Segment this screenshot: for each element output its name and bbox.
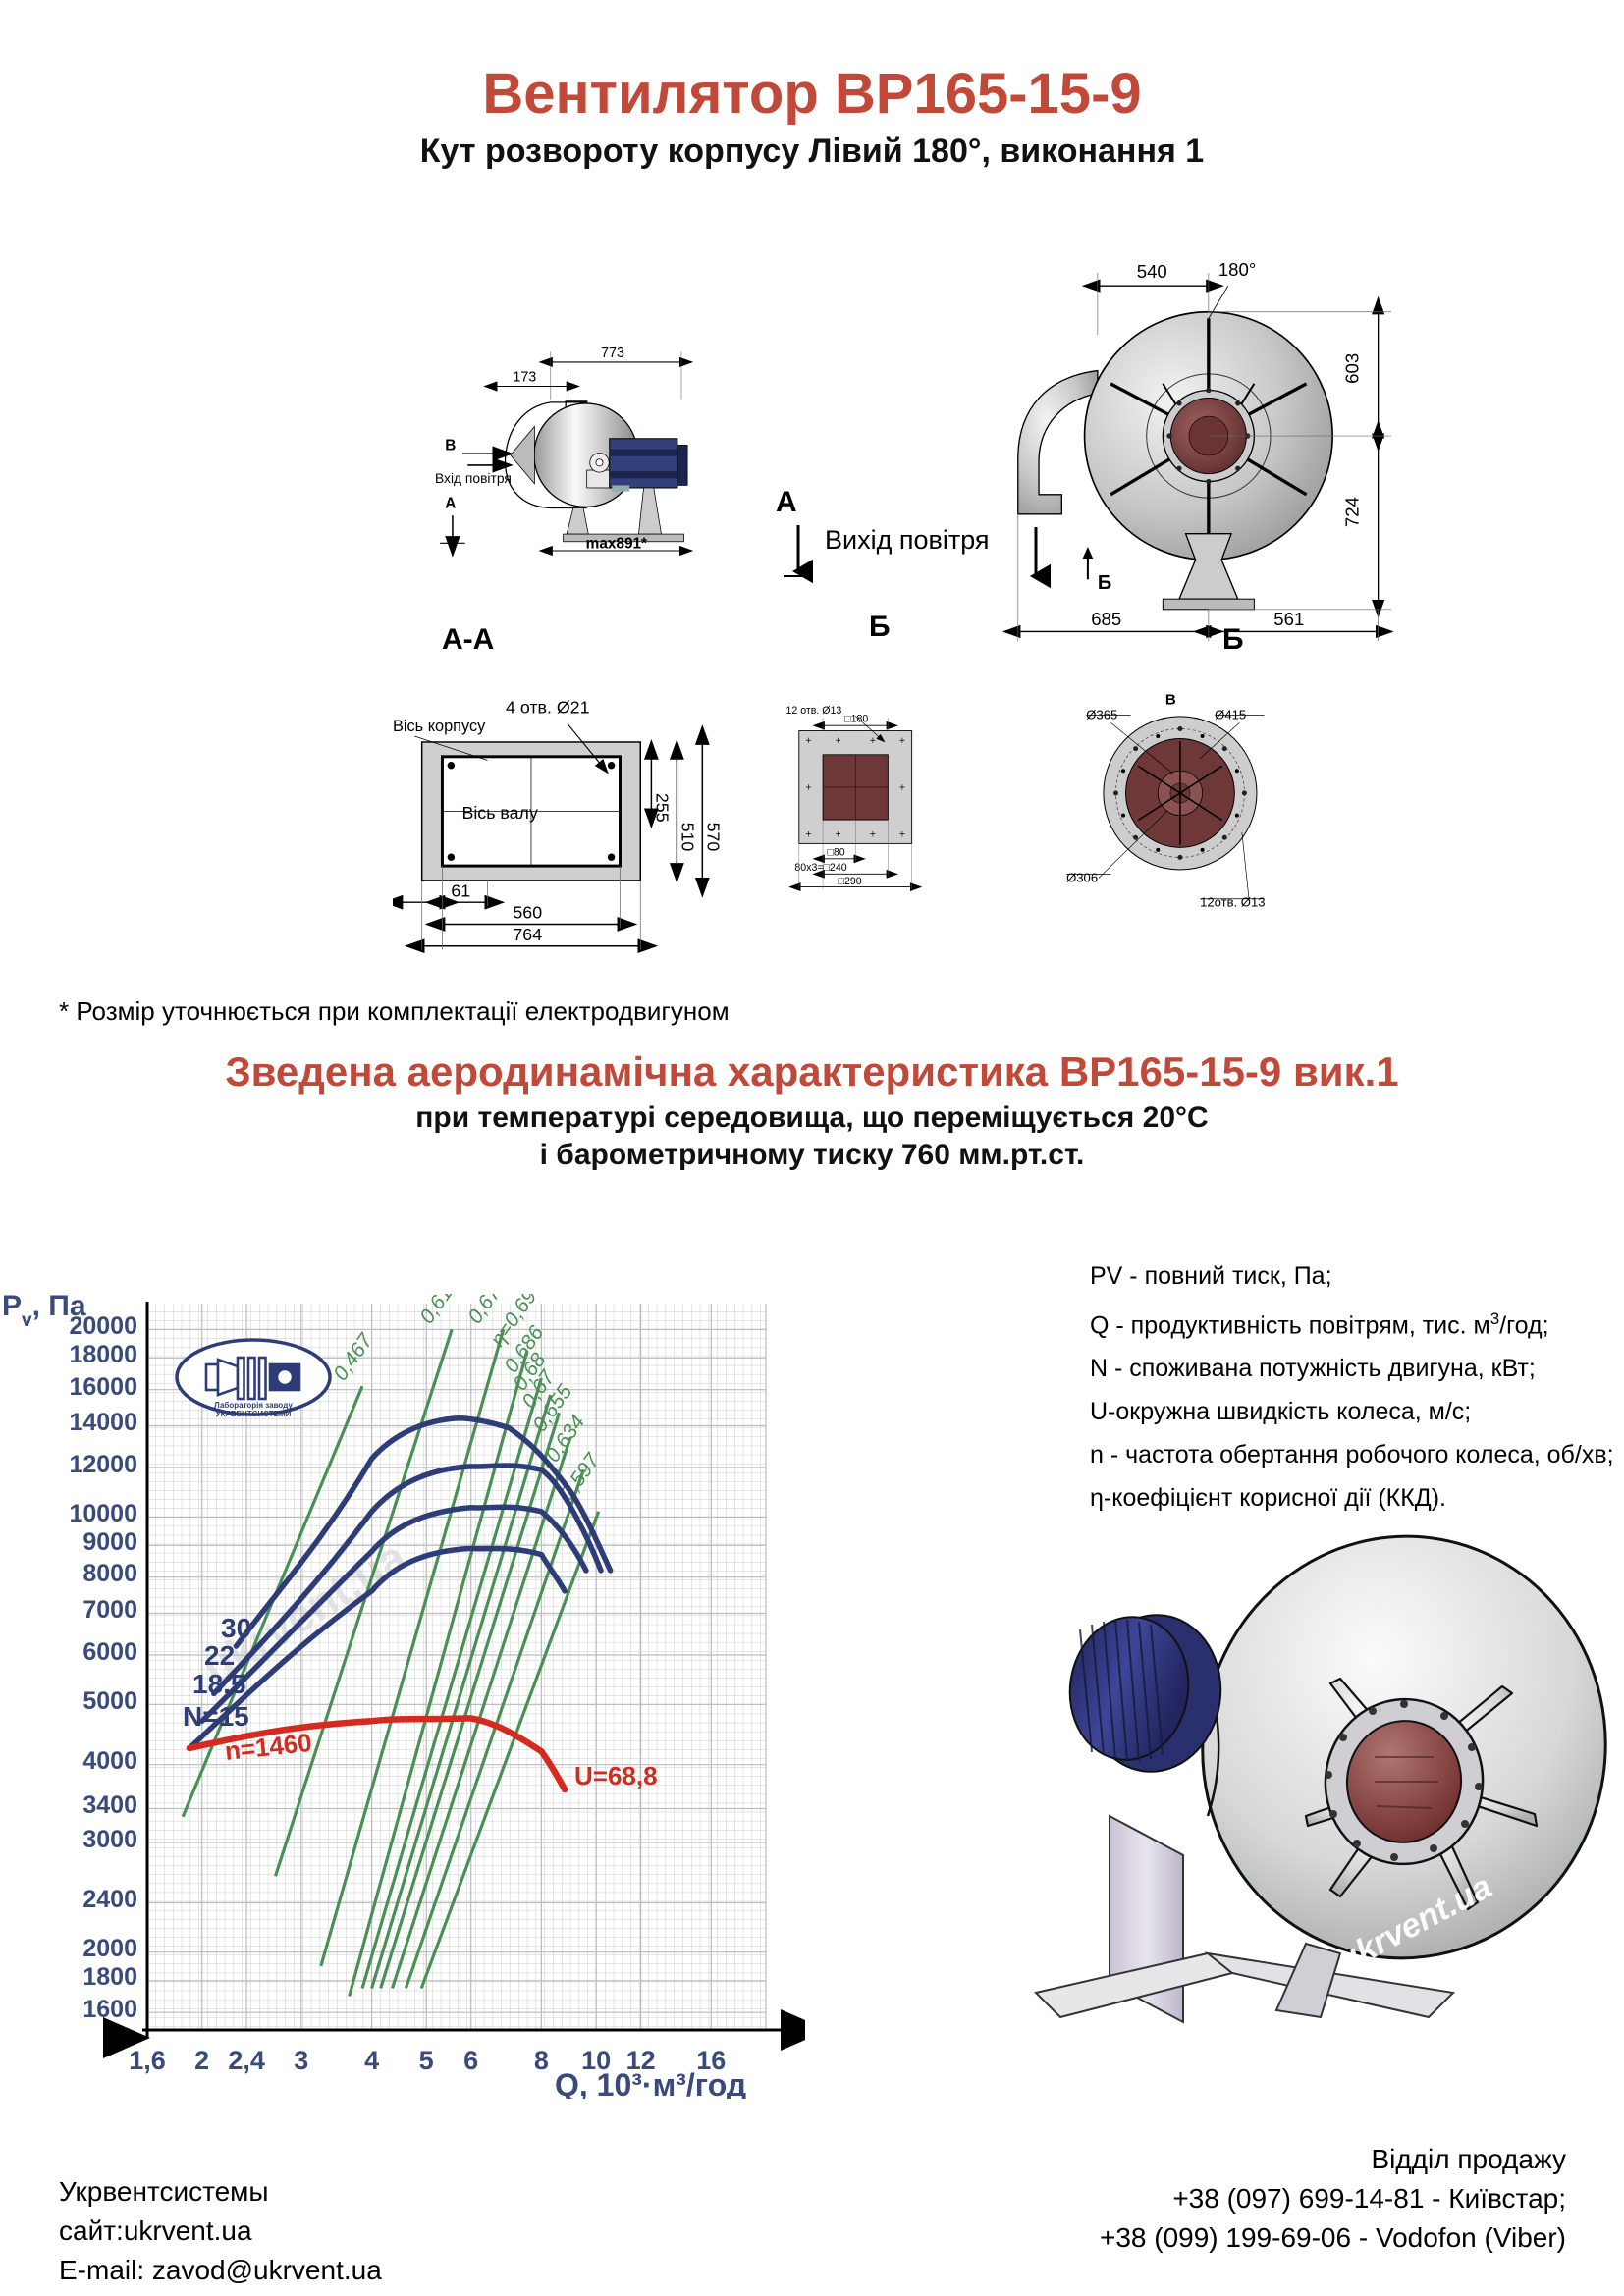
svg-text:10000: 10000 bbox=[69, 1500, 137, 1527]
svg-text:30: 30 bbox=[221, 1613, 251, 1643]
svg-text:□80: □80 bbox=[828, 846, 845, 858]
svg-text:12000: 12000 bbox=[69, 1451, 137, 1478]
svg-text:61: 61 bbox=[451, 881, 470, 900]
svg-text:4 отв. Ø21: 4 отв. Ø21 bbox=[506, 697, 590, 717]
svg-text:7000: 7000 bbox=[82, 1596, 137, 1624]
svg-text:2400: 2400 bbox=[82, 1886, 137, 1913]
svg-text:max891*: max891* bbox=[586, 535, 647, 552]
svg-text:173: 173 bbox=[513, 369, 536, 385]
svg-text:Б: Б bbox=[1098, 572, 1111, 594]
svg-text:12 отв. Ø13: 12 отв. Ø13 bbox=[786, 705, 842, 717]
svg-text:Вісь корпусу: Вісь корпусу bbox=[393, 718, 486, 735]
svg-text:1800: 1800 bbox=[82, 1963, 137, 1991]
svg-text:1600: 1600 bbox=[82, 1996, 137, 2023]
svg-text:Ø306: Ø306 bbox=[1066, 871, 1098, 885]
svg-text:18000: 18000 bbox=[69, 1341, 137, 1368]
svg-text:773: 773 bbox=[601, 346, 624, 361]
svg-text:16000: 16000 bbox=[69, 1373, 137, 1401]
svg-text:A: A bbox=[445, 495, 456, 511]
svg-text:УКРВЕНТСИСТЕМИ: УКРВЕНТСИСТЕМИ bbox=[216, 1410, 292, 1418]
svg-text:Ø365: Ø365 bbox=[1086, 707, 1117, 721]
svg-text:255: 255 bbox=[653, 793, 673, 823]
svg-text:603: 603 bbox=[1342, 353, 1363, 384]
svg-text:1,6: 1,6 bbox=[129, 2046, 166, 2075]
svg-text:180°: 180° bbox=[1218, 259, 1256, 280]
svg-text:510: 510 bbox=[678, 823, 698, 852]
svg-text:Q, 10³·м³/год: Q, 10³·м³/год bbox=[555, 2067, 746, 2099]
svg-text:6000: 6000 bbox=[82, 1638, 137, 1666]
svg-text:80x3=□240: 80x3=□240 bbox=[794, 862, 846, 874]
svg-text:8000: 8000 bbox=[82, 1560, 137, 1587]
svg-text:□290: □290 bbox=[839, 876, 862, 887]
svg-text:764: 764 bbox=[513, 925, 542, 944]
svg-text:Вхід повітря: Вхід повітря bbox=[435, 470, 512, 486]
svg-text:560: 560 bbox=[513, 903, 542, 923]
svg-text:□180: □180 bbox=[844, 714, 868, 725]
svg-text:22: 22 bbox=[204, 1640, 235, 1671]
svg-text:3: 3 bbox=[294, 2046, 308, 2075]
svg-text:N=15: N=15 bbox=[183, 1701, 249, 1732]
svg-text:3000: 3000 bbox=[82, 1826, 137, 1853]
svg-text:570: 570 bbox=[704, 823, 724, 852]
svg-text:4: 4 bbox=[364, 2046, 379, 2075]
svg-text:2000: 2000 bbox=[82, 1935, 137, 1962]
svg-text:724: 724 bbox=[1342, 497, 1363, 527]
svg-text:12отв. Ø13: 12отв. Ø13 bbox=[1200, 895, 1265, 910]
svg-text:3400: 3400 bbox=[82, 1791, 137, 1819]
svg-text:9000: 9000 bbox=[82, 1528, 137, 1556]
svg-text:Лабораторія заводу: Лабораторія заводу bbox=[214, 1401, 293, 1410]
svg-text:685: 685 bbox=[1091, 609, 1121, 629]
svg-text:561: 561 bbox=[1273, 609, 1304, 629]
svg-text:14000: 14000 bbox=[69, 1409, 137, 1436]
svg-text:5000: 5000 bbox=[82, 1687, 137, 1715]
svg-text:4000: 4000 bbox=[82, 1747, 137, 1775]
svg-text:2,4: 2,4 bbox=[228, 2046, 265, 2075]
svg-text:6: 6 bbox=[463, 2046, 478, 2075]
svg-text:18,5: 18,5 bbox=[192, 1669, 246, 1699]
svg-text:U=68,8: U=68,8 bbox=[574, 1761, 658, 1790]
svg-text:Ø415: Ø415 bbox=[1215, 707, 1246, 721]
svg-text:8: 8 bbox=[534, 2046, 549, 2075]
svg-text:B: B bbox=[445, 438, 456, 454]
svg-text:540: 540 bbox=[1137, 261, 1167, 282]
svg-text:2: 2 bbox=[194, 2046, 209, 2075]
svg-text:Вісь валу: Вісь валу bbox=[461, 803, 537, 823]
svg-text:5: 5 bbox=[419, 2046, 434, 2075]
svg-text:В: В bbox=[1165, 691, 1176, 708]
